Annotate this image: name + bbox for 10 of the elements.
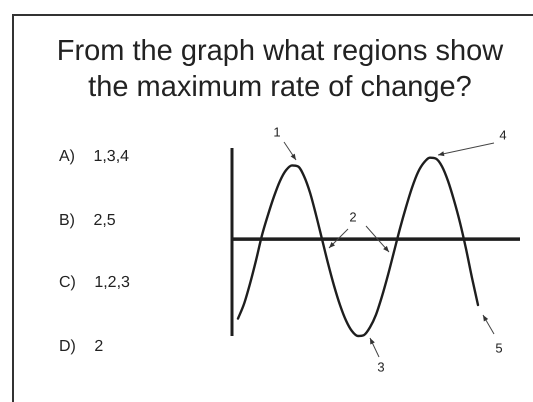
text: D) 2 [59, 338, 104, 356]
annotation: 2 [349, 210, 357, 226]
text: C) 1,2,3 [59, 274, 130, 292]
text: A) 1,3,4 [59, 148, 130, 166]
text: 1 [273, 124, 281, 140]
text: B) 2,5 [59, 212, 116, 230]
text: 4 [499, 128, 507, 144]
text: 3 [377, 360, 385, 376]
chart-title: From the graph what regions show the maximum rate of change? [56, 34, 504, 105]
text: 5 [495, 340, 503, 356]
